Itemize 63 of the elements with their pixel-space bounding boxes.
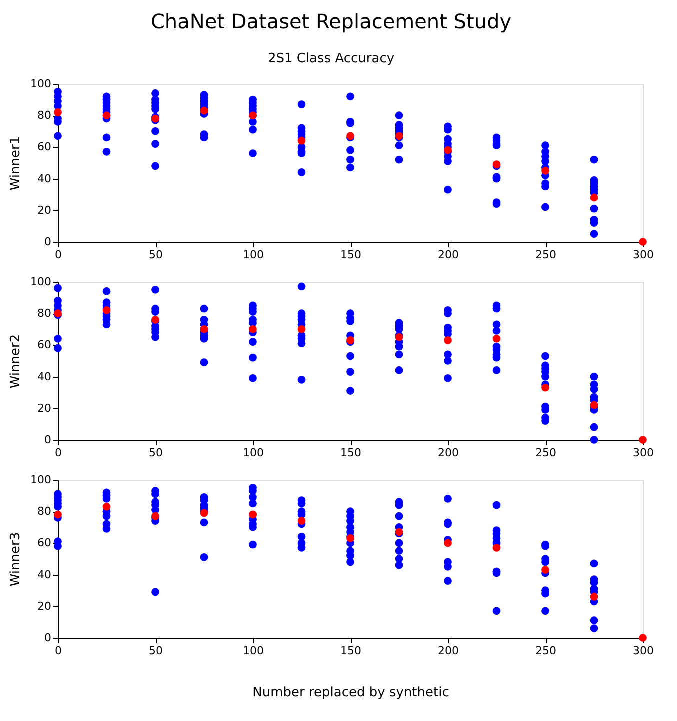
y-tick-label: 80 [38, 505, 52, 518]
x-tick-label: 0 [55, 248, 62, 262]
x-tick-label: 300 [633, 644, 654, 658]
y-tick-label: 0 [44, 434, 52, 446]
x-tick-label: 200 [438, 248, 459, 262]
y-tick-label: 20 [38, 204, 52, 217]
y-tick-label: 60 [38, 140, 52, 154]
point [102, 502, 111, 511]
point [444, 336, 452, 344]
y-tick-label: 80 [38, 109, 52, 122]
x-tick-label: 50 [149, 644, 163, 658]
y-tick-label: 0 [44, 236, 52, 248]
point [590, 194, 598, 202]
y-axis-title: Winner3 [8, 532, 24, 587]
point [200, 106, 208, 115]
point [298, 136, 306, 145]
point [298, 517, 306, 526]
point [492, 334, 501, 343]
x-tick-label: 100 [243, 446, 264, 460]
x-axis-title: Number replaced by synthetic [252, 686, 450, 700]
chart-title: ChaNet Dataset Replacement Study [150, 10, 512, 34]
x-tick-label: 0 [55, 446, 62, 460]
x-tick-label: 0 [55, 644, 62, 658]
x-tick-label: 200 [438, 644, 459, 658]
x-tick-label: 250 [536, 446, 556, 460]
y-tick-label: 80 [38, 307, 52, 320]
x-tick-label: 250 [536, 248, 556, 262]
y-tick-label: 40 [38, 370, 52, 384]
y-tick-label: 100 [30, 474, 52, 486]
point [102, 112, 111, 120]
y-axis-title: Winner2 [8, 334, 24, 389]
y-tick-label: 20 [38, 402, 52, 415]
x-tick-label: 300 [633, 446, 654, 460]
x-tick-label: 250 [536, 644, 556, 658]
y-tick-label: 20 [38, 600, 52, 613]
y-tick-label: 100 [30, 78, 52, 90]
point [249, 325, 257, 334]
y-tick-label: 60 [38, 338, 52, 352]
x-tick-label: 200 [438, 446, 459, 460]
y-tick-label: 100 [30, 276, 52, 288]
point [492, 544, 501, 552]
x-tick-label: 150 [340, 644, 362, 658]
point [590, 592, 598, 601]
point [542, 166, 550, 175]
x-tick-label: 100 [243, 644, 264, 658]
point [298, 325, 306, 334]
x-tick-label: 300 [633, 248, 654, 262]
y-tick-label: 40 [38, 568, 52, 582]
y-tick-label: 60 [38, 536, 52, 550]
point [542, 566, 550, 574]
point [54, 108, 62, 116]
x-tick-label: 100 [243, 248, 264, 262]
y-axis-title: Winner1 [8, 136, 24, 191]
x-tick-label: 50 [149, 248, 163, 262]
y-tick-label: 40 [38, 172, 52, 186]
chart-subtitle: 2S1 Class Accuracy [268, 52, 395, 66]
point [542, 384, 550, 392]
point [54, 510, 62, 519]
point [444, 539, 452, 548]
x-tick-label: 50 [149, 446, 163, 460]
y-tick-label: 0 [44, 632, 52, 644]
x-tick-label: 150 [340, 446, 362, 460]
x-tick-label: 150 [340, 248, 362, 262]
